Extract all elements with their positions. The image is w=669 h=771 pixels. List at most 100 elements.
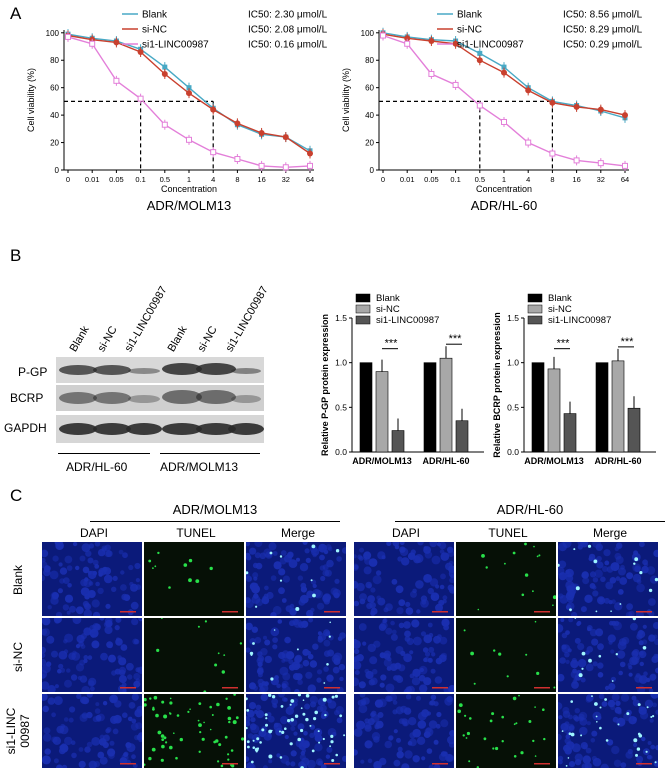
micro-cells	[558, 542, 658, 616]
bar	[423, 362, 437, 453]
legend-ic50: IC50: 2.30 μmol/L	[248, 10, 328, 21]
data-point	[210, 149, 217, 156]
data-point	[161, 121, 168, 128]
data-point	[525, 139, 532, 146]
y-tick-label: 20	[50, 139, 59, 148]
micro-header: DAPI	[79, 526, 108, 540]
data-point	[282, 164, 289, 171]
x-axis-label: Concentration	[161, 184, 217, 194]
x-tick-label: 1	[502, 175, 506, 184]
bar	[531, 362, 545, 453]
legend-ic50: IC50: 8.56 μmol/L	[563, 10, 643, 21]
data-point	[380, 32, 386, 39]
y-tick-label: 1.0	[335, 358, 347, 368]
micro-row-label: si-NC	[11, 642, 25, 672]
data-point	[597, 106, 604, 113]
tunel-image	[144, 542, 244, 616]
legend-label: si1-LINC00987	[142, 40, 209, 51]
data-point	[476, 102, 483, 109]
data-point	[186, 136, 192, 143]
series-line	[67, 36, 311, 169]
bar	[391, 430, 405, 453]
micro-cells	[463, 620, 556, 689]
blot-col-label: Blank	[67, 324, 92, 354]
dapi-image	[354, 618, 454, 692]
blot-col-label: si1-LINC00987	[223, 284, 271, 354]
y-tick-label: 1.5	[507, 313, 519, 323]
y-tick-label: 80	[365, 56, 374, 65]
y-tick-label: 60	[365, 84, 374, 93]
legend-label: Blank	[376, 293, 400, 304]
blot-col-label: si-NC	[195, 324, 220, 354]
data-point	[549, 150, 556, 157]
micro-group-title: ADR/MOLM13	[172, 502, 258, 517]
legend-swatch	[527, 315, 543, 325]
data-point	[162, 64, 168, 70]
legend-swatch	[355, 293, 371, 303]
data-point	[501, 118, 507, 125]
x-tick-label: ADR/HL-60	[594, 456, 641, 466]
micro-row-label: Blank	[11, 564, 25, 596]
data-point	[501, 69, 507, 76]
data-point	[428, 70, 435, 77]
data-point	[452, 81, 459, 88]
legend-swatch	[355, 304, 371, 314]
x-tick-label: 16	[572, 175, 580, 184]
legend-label: Blank	[142, 10, 168, 21]
legend-ic50: IC50: 2.08 μmol/L	[248, 25, 328, 36]
tunel-image	[144, 618, 244, 692]
x-tick-label: 4	[211, 175, 215, 184]
y-axis-label: Cell viability (%)	[341, 68, 351, 132]
data-point	[428, 38, 435, 45]
data-point	[161, 70, 168, 77]
y-tick-label: 0.0	[335, 447, 347, 457]
data-point	[113, 77, 120, 84]
micro-cells	[477, 542, 556, 613]
micro-header: Merge	[280, 526, 315, 540]
x-tick-label: 0	[66, 175, 70, 184]
chart-title: ADR/MOLM13	[147, 198, 232, 213]
panel-a-letter: A	[10, 4, 22, 23]
x-tick-label: 0.1	[450, 175, 460, 184]
y-tick-label: 80	[50, 56, 59, 65]
y-tick-label: 0.0	[507, 447, 519, 457]
x-tick-label: 0.5	[160, 175, 170, 184]
y-axis-label: Relative P-GP protein expression	[320, 314, 330, 456]
x-tick-label: 1	[187, 175, 191, 184]
micro-cells	[558, 618, 658, 692]
data-point	[282, 134, 289, 141]
data-point	[137, 49, 144, 56]
x-tick-label: 64	[306, 175, 314, 184]
y-tick-label: 20	[365, 139, 374, 148]
data-point	[234, 120, 241, 127]
bar	[455, 420, 469, 453]
x-tick-label: 0.01	[400, 175, 415, 184]
x-tick-label: 0.05	[424, 175, 439, 184]
tunel-image	[456, 542, 556, 616]
data-point	[258, 162, 265, 169]
data-point	[186, 90, 192, 97]
x-axis-label: Concentration	[476, 184, 532, 194]
blot-col-label: si1-LINC00987	[122, 284, 170, 354]
merge-image	[558, 618, 658, 692]
bar	[439, 357, 453, 453]
x-tick-label: 0.5	[475, 175, 485, 184]
viability-chart-molm13: 0 20 40 60 80 100 0 0.01 0.05 0.1 0.5 1 4 8 16 32 64 Conc…	[26, 10, 328, 214]
data-point	[622, 162, 628, 169]
blot-group-label: ADR/MOLM13	[160, 460, 239, 474]
x-tick-label: 4	[526, 175, 530, 184]
blot-col-label: si-NC	[95, 324, 120, 354]
legend-label: si1-LINC00987	[376, 315, 439, 326]
x-tick-label: ADR/HL-60	[422, 456, 469, 466]
micro-cells	[148, 551, 238, 613]
legend-swatch	[355, 315, 371, 325]
x-tick-label: 32	[597, 175, 605, 184]
micro-cells	[42, 618, 142, 692]
y-tick-label: 1.5	[335, 313, 347, 323]
legend-ic50: IC50: 0.16 μmol/L	[248, 40, 328, 51]
data-point	[65, 33, 71, 40]
x-tick-label: ADR/MOLM13	[524, 456, 584, 466]
y-tick-label: 0	[55, 166, 60, 175]
y-axis-label: Cell viability (%)	[26, 68, 36, 132]
tunel-image	[456, 694, 556, 768]
